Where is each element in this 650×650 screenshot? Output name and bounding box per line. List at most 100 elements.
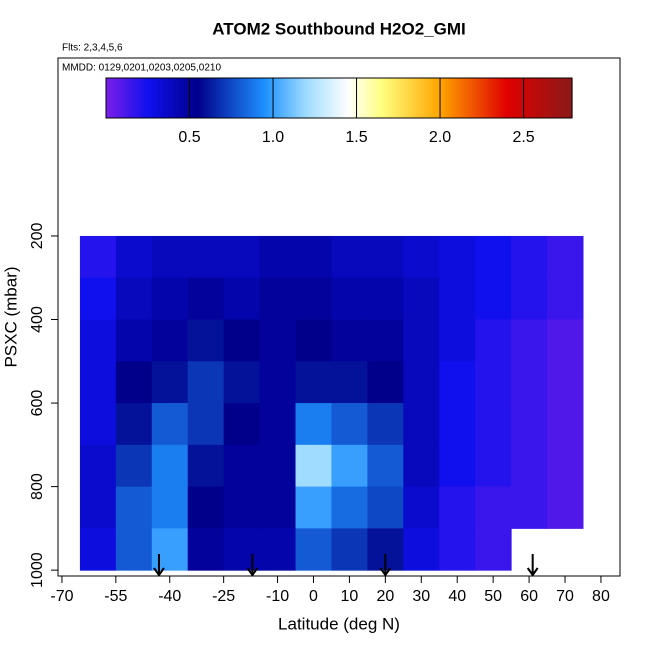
x-tick-label: -55 xyxy=(104,588,127,605)
colorbar-swatch xyxy=(180,78,183,118)
colorbar-swatch xyxy=(116,78,119,118)
colorbar-swatch xyxy=(140,78,143,118)
colorbar-swatch xyxy=(570,78,573,118)
colorbar-swatch xyxy=(356,78,359,118)
colorbar-swatch xyxy=(324,78,327,118)
colorbar-swatch xyxy=(496,78,499,118)
heat-cell xyxy=(223,319,261,362)
colorbar-swatch xyxy=(234,78,237,118)
colorbar-swatch xyxy=(476,78,479,118)
heat-cell xyxy=(79,361,117,404)
heat-cell xyxy=(187,277,225,321)
colorbar-swatch xyxy=(564,78,567,118)
heat-cell xyxy=(223,486,261,529)
heat-cell xyxy=(511,403,548,446)
heat-cell xyxy=(295,235,332,279)
colorbar-swatch xyxy=(568,78,571,118)
colorbar-swatch xyxy=(228,78,231,118)
colorbar-swatch xyxy=(112,78,115,118)
colorbar-swatch xyxy=(508,78,511,118)
heat-cell xyxy=(79,486,117,529)
heat-cell xyxy=(79,319,117,362)
colorbar-swatch xyxy=(560,78,563,118)
x-tick-label: -70 xyxy=(50,588,73,605)
colorbar-swatch xyxy=(110,78,113,118)
colorbar-swatch xyxy=(426,78,429,118)
colorbar-swatch xyxy=(248,78,251,118)
heat-cell xyxy=(115,361,153,404)
colorbar-swatch xyxy=(504,78,507,118)
colorbar-swatch xyxy=(304,78,307,118)
heat-cell xyxy=(115,235,153,279)
colorbar-swatch xyxy=(260,78,263,118)
colorbar-swatch xyxy=(546,78,549,118)
colorbar-swatch xyxy=(250,78,253,118)
colorbar-swatch xyxy=(258,78,261,118)
colorbar-swatch xyxy=(530,78,533,118)
colorbar-swatch xyxy=(208,78,211,118)
heat-cell xyxy=(79,403,117,446)
colorbar-swatch xyxy=(276,78,279,118)
colorbar-swatch xyxy=(274,78,277,118)
heat-cell xyxy=(115,319,153,362)
colorbar-swatch xyxy=(198,78,201,118)
heat-cell xyxy=(187,319,225,362)
heat-cell xyxy=(439,277,476,321)
heat-cell xyxy=(79,235,117,279)
colorbar-swatch xyxy=(280,78,283,118)
colorbar-swatch xyxy=(154,78,157,118)
heat-cell xyxy=(403,528,440,571)
colorbar-swatch xyxy=(170,78,173,118)
y-tick-label: 1000 xyxy=(29,552,46,588)
colorbar-swatch xyxy=(446,78,449,118)
heat-cell xyxy=(475,277,512,321)
heat-cell xyxy=(295,277,332,321)
heat-cell xyxy=(259,235,297,279)
heat-cell xyxy=(79,277,117,321)
heat-cell xyxy=(331,319,368,362)
colorbar-swatch xyxy=(184,78,187,118)
heat-cell xyxy=(187,486,225,529)
colorbar-swatch xyxy=(390,78,393,118)
heat-cell xyxy=(151,403,189,446)
arrow xyxy=(153,554,165,577)
heat-cell xyxy=(115,403,153,446)
colorbar-swatch xyxy=(536,78,539,118)
heat-cell xyxy=(187,528,225,571)
colorbar-swatch xyxy=(246,78,249,118)
colorbar-swatch xyxy=(336,78,339,118)
colorbar-swatch xyxy=(376,78,379,118)
colorbar-swatch xyxy=(412,78,415,118)
colorbar-swatch xyxy=(236,78,239,118)
colorbar-swatch xyxy=(346,78,349,118)
colorbar-swatch xyxy=(194,78,197,118)
colorbar-frame xyxy=(105,77,573,119)
colorbar-swatch xyxy=(292,78,295,118)
colorbar-swatch xyxy=(462,78,465,118)
colorbar-swatch xyxy=(314,78,317,118)
colorbar-swatch xyxy=(216,78,219,118)
colorbar-swatch xyxy=(430,78,433,118)
colorbar-swatch xyxy=(486,78,489,118)
colorbar-swatch xyxy=(122,78,125,118)
heat-cell xyxy=(295,444,332,488)
colorbar-swatch xyxy=(348,78,351,118)
heat-cell xyxy=(439,361,476,404)
colorbar-swatch xyxy=(410,78,413,118)
arrow xyxy=(526,554,539,577)
colorbar-swatch xyxy=(138,78,141,118)
colorbar-swatch xyxy=(288,78,291,118)
colorbar-swatch xyxy=(408,78,411,118)
colorbar-swatch xyxy=(298,78,301,118)
colorbar-swatch xyxy=(162,78,165,118)
colorbar-swatch xyxy=(308,78,311,118)
colorbar-swatch xyxy=(416,78,419,118)
colorbar-swatch xyxy=(498,78,501,118)
heat-cell xyxy=(259,486,297,529)
heat-cell xyxy=(295,486,332,529)
colorbar-swatch xyxy=(218,78,221,118)
colorbar-swatch xyxy=(322,78,325,118)
colorbar-swatch xyxy=(224,78,227,118)
heat-cell xyxy=(403,277,440,321)
